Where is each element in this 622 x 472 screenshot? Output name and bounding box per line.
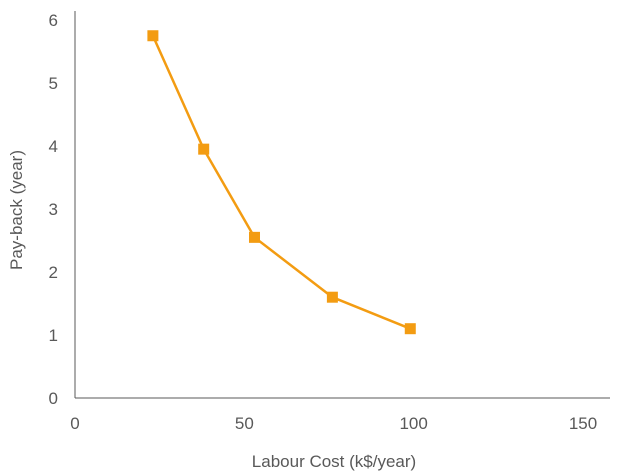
y-tick-label: 5 xyxy=(49,74,58,93)
series-group xyxy=(147,30,416,335)
data-point-marker xyxy=(147,30,159,42)
data-point-marker xyxy=(326,291,338,303)
y-axis-label: Pay-back (year) xyxy=(7,150,26,270)
y-tick-labels: 0 1 2 3 4 5 6 xyxy=(49,11,58,408)
x-tick-label: 50 xyxy=(235,414,254,433)
data-point-marker xyxy=(248,231,260,243)
y-tick-label: 2 xyxy=(49,263,58,282)
x-axis-label: Labour Cost (k$/year) xyxy=(252,452,416,471)
y-tick-label: 1 xyxy=(49,326,58,345)
y-tick-label: 4 xyxy=(49,137,58,156)
y-tick-label: 6 xyxy=(49,11,58,30)
axes xyxy=(74,11,610,399)
y-tick-label: 3 xyxy=(49,200,58,219)
x-tick-label: 100 xyxy=(399,414,427,433)
x-tick-label: 150 xyxy=(569,414,597,433)
data-point-marker xyxy=(404,323,416,335)
y-tick-label: 0 xyxy=(49,389,58,408)
x-tick-label: 0 xyxy=(70,414,79,433)
series-line xyxy=(151,35,411,330)
data-point-marker xyxy=(198,143,210,155)
x-tick-labels: 0 50 100 150 xyxy=(70,414,597,433)
